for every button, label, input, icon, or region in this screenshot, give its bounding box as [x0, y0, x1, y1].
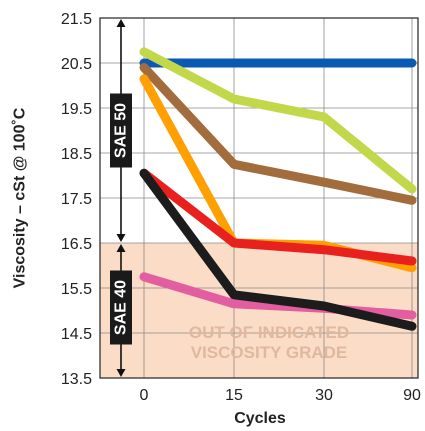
y-axis-title: Viscosity – cSt @ 100˚C: [12, 107, 29, 288]
series-line-7: [139, 168, 417, 331]
band-label-box: [110, 270, 132, 345]
y-tick-labels: 13.5 14.5 15.5 16.5 17.5 18.5 19.5 20.5 21.5: [61, 11, 92, 388]
shaded-region-label-line-1: OUT OF INDICATED: [189, 323, 349, 342]
x-tick-label: 30: [315, 387, 333, 404]
y-tick-label: 21.5: [61, 11, 92, 28]
y-tick-label: 15.5: [61, 281, 92, 298]
y-tick-label: 13.5: [61, 371, 92, 388]
arrow-down-icon: [116, 369, 126, 377]
grade-bands: SAE 50 SAE 40: [110, 19, 132, 377]
x-tick-label: 90: [403, 387, 421, 404]
x-tick-labels: 0 15 30 90: [140, 387, 421, 404]
series-line-3: [139, 63, 417, 205]
arrow-up-icon: [116, 244, 126, 252]
y-tick-label: 17.5: [61, 191, 92, 208]
y-tick-label: 14.5: [61, 326, 92, 343]
series-line-2: [139, 47, 417, 194]
band-label: SAE 40: [113, 280, 130, 335]
y-tick-label: 19.5: [61, 101, 92, 118]
series-layer: [139, 47, 417, 331]
y-tick-label: 16.5: [61, 236, 92, 253]
plot-frame: [99, 17, 419, 379]
band-label: SAE 50: [113, 103, 130, 158]
band-label-box: [110, 93, 132, 168]
arrow-down-icon: [116, 234, 126, 242]
y-tick-label: 18.5: [61, 146, 92, 163]
band-1: SAE 50: [110, 19, 132, 242]
arrow-up-icon: [116, 19, 126, 27]
shaded-region-label-line-2: VISCOSITY GRADE: [191, 343, 348, 362]
x-tick-label: 15: [225, 387, 243, 404]
x-tick-label: 0: [140, 387, 149, 404]
y-tick-label: 20.5: [61, 56, 92, 73]
series-line-5: [139, 168, 417, 266]
band-2: SAE 40: [110, 244, 132, 377]
x-axis-title: Cycles: [234, 410, 286, 427]
